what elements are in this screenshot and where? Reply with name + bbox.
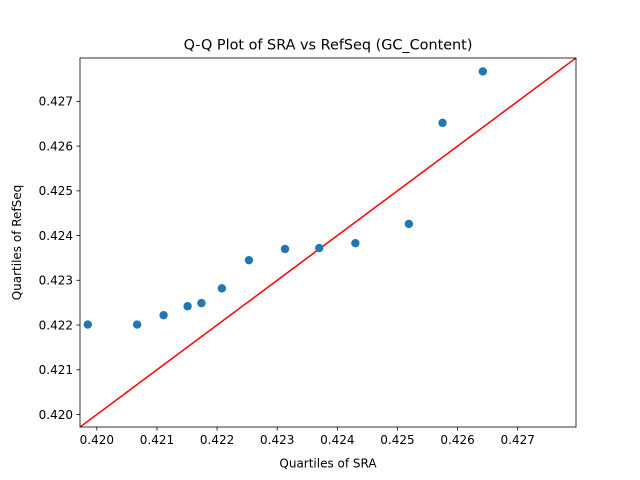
reference-line-layer [80,58,576,427]
y-tick-label: 0.420 [39,408,73,422]
data-point [183,302,192,311]
axes-frame [79,57,577,428]
y-tick-label: 0.425 [39,184,73,198]
x-tick-label: 0.422 [200,433,234,447]
y-tick-label: 0.421 [39,363,73,377]
data-point [478,67,488,76]
x-tick-label: 0.423 [260,433,294,447]
x-tick-label: 0.426 [440,433,474,447]
chart-title: Q-Q Plot of SRA vs RefSeq (GC_Content) [184,38,473,54]
data-point [438,118,447,128]
x-tick-label: 0.425 [380,433,414,447]
y-axis-ticks: 0.420 0.421 0.422 0.423 0.424 0.425 0.426 0.427 [39,95,80,422]
y-tick-label: 0.422 [39,318,73,332]
data-point [280,244,290,254]
data-point [404,219,414,229]
data-point [83,320,93,329]
data-point [217,284,227,293]
x-tick-label: 0.421 [140,433,174,447]
data-point [197,298,206,308]
x-tick-label: 0.427 [501,433,535,447]
y-axis-label: Quartiles of RefSeq [10,185,24,301]
data-point [315,243,324,253]
y-tick-label: 0.423 [39,274,73,288]
data-point [244,255,254,265]
data-point [351,238,360,248]
x-tick-label: 0.420 [80,433,114,447]
x-tick-label: 0.424 [320,433,354,447]
x-axis-ticks: 0.420 0.421 0.422 0.423 0.424 0.425 0.426 0.427 [80,427,535,447]
data-points-layer [83,67,488,329]
y-tick-label: 0.424 [39,229,73,243]
data-point [132,320,142,329]
y-tick-label: 0.427 [39,95,73,109]
data-point [159,310,168,320]
x-axis-label: Quartiles of SRA [279,457,377,471]
y-tick-label: 0.426 [39,139,73,153]
reference-line [80,58,576,427]
